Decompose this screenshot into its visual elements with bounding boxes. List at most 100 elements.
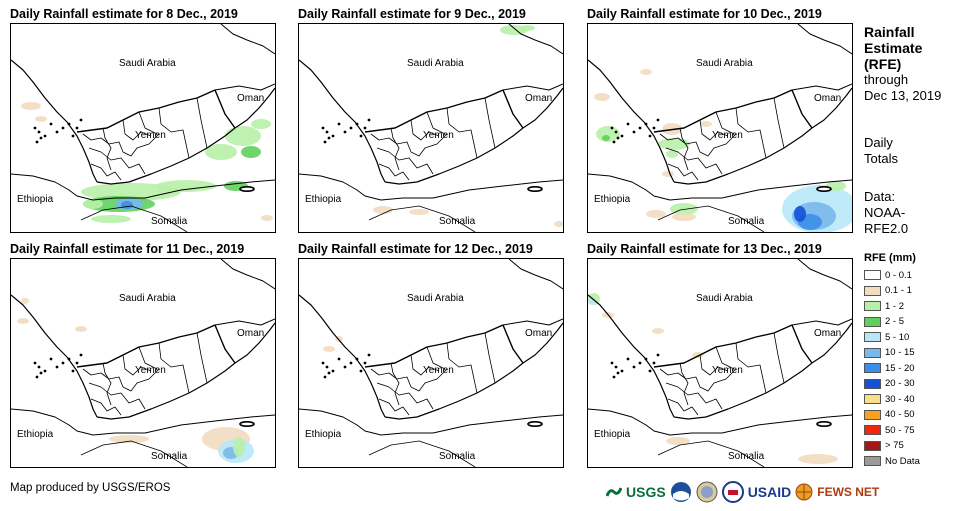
saudi-yemen-border xyxy=(653,324,793,368)
panel-title-dec-11: Daily Rainfall estimate for 11 Dec., 201… xyxy=(10,242,245,256)
yemen-governorate-boundary xyxy=(90,398,122,416)
legend-swatch xyxy=(864,332,881,342)
rainfall-layer xyxy=(373,25,563,227)
yemen-south-coastline xyxy=(96,362,236,420)
country-label-saudi: Saudi Arabia xyxy=(407,293,464,304)
yemen-governorate-boundary xyxy=(122,354,152,376)
rainfall-patch xyxy=(666,150,678,158)
gulf-coastline xyxy=(220,24,275,55)
country-label-oman: Oman xyxy=(525,328,552,339)
island-marker xyxy=(337,357,341,361)
island-marker xyxy=(652,126,656,130)
rainfall-patch xyxy=(323,346,335,352)
african-coastline xyxy=(11,173,275,201)
rainfall-patch xyxy=(700,121,712,127)
island-marker xyxy=(610,361,614,365)
island-marker xyxy=(61,361,65,365)
yemen-governorate-boundary xyxy=(667,398,699,416)
country-label-saudi: Saudi Arabia xyxy=(119,293,176,304)
yemen-governorate-boundary xyxy=(699,119,729,141)
map-credit: Map produced by USGS/EROS xyxy=(10,482,171,494)
rainfall-layer xyxy=(323,336,343,352)
island-marker xyxy=(61,126,65,130)
island-marker xyxy=(327,136,331,140)
island-marker xyxy=(321,126,325,130)
yemen-governorate-boundary xyxy=(390,362,400,406)
island-marker xyxy=(33,126,37,130)
island-marker xyxy=(79,118,83,122)
yemen-governorate-boundary xyxy=(665,147,723,175)
island-marker xyxy=(616,136,620,140)
island-marker xyxy=(616,371,620,375)
oman-coastline xyxy=(234,87,275,129)
island-marker xyxy=(652,361,656,365)
yemen-governorate-boundary xyxy=(370,368,448,392)
ethiopia-somalia-border xyxy=(80,205,188,232)
saudi-yemen-border xyxy=(76,89,216,133)
ethiopia-somalia-border xyxy=(657,440,765,467)
yemen-oman-border xyxy=(791,89,813,129)
legend-swatch xyxy=(864,347,881,358)
yemen-governorate-boundary xyxy=(484,97,496,149)
african-coastline xyxy=(588,408,852,436)
island-marker xyxy=(67,357,71,361)
island-marker xyxy=(321,361,325,365)
fews-net-logo: FEWS NET xyxy=(817,485,880,499)
noaa-logo-icon xyxy=(670,482,691,502)
legend-totals: Totals xyxy=(864,151,898,166)
ethiopia-somalia-border xyxy=(368,205,476,232)
island-marker xyxy=(37,130,41,134)
socotra-island xyxy=(816,421,832,428)
arabian-west-coastline xyxy=(588,294,675,418)
yemen-south-coastline xyxy=(673,362,813,420)
legend-title-line-2: Estimate xyxy=(864,40,923,56)
yemen-south-coastline xyxy=(384,362,524,420)
legend-period: Daily Totals xyxy=(864,135,898,167)
island-marker xyxy=(39,136,43,140)
yemen-governorate-boundary xyxy=(679,362,689,406)
legend-label: 20 - 30 xyxy=(885,378,915,389)
legend-item: 20 - 30 xyxy=(864,377,915,391)
yemen-governorate-boundary xyxy=(158,107,190,159)
saudi-oman-border xyxy=(791,83,852,91)
oman-coastline xyxy=(811,87,852,129)
yemen-governorate-boundary xyxy=(410,119,440,141)
island-marker xyxy=(612,375,616,379)
island-marker xyxy=(626,357,630,361)
arabian-west-coastline xyxy=(11,59,98,183)
island-marker xyxy=(55,130,59,134)
yemen-governorate-boundary xyxy=(378,398,410,416)
yemen-governorate-boundary xyxy=(390,127,400,171)
yemen-governorate-boundary xyxy=(446,342,478,394)
island-marker xyxy=(620,369,624,373)
fews-globe-icon xyxy=(795,483,813,501)
rainfall-patch xyxy=(692,352,704,358)
rainfall-patch xyxy=(602,135,610,141)
island-marker xyxy=(71,134,75,138)
rainfall-patch xyxy=(646,210,666,218)
yemen-governorate-boundary xyxy=(376,382,434,410)
country-label-oman: Oman xyxy=(237,328,264,339)
yemen-governorate-boundary xyxy=(370,133,448,157)
legend-label: 30 - 40 xyxy=(885,393,915,405)
island-marker xyxy=(49,122,53,126)
panel-title-dec-12: Daily Rainfall estimate for 12 Dec., 201… xyxy=(298,242,533,256)
island-marker xyxy=(363,126,367,130)
yemen-governorate-boundary xyxy=(679,127,689,171)
ethiopia-somalia-border xyxy=(80,440,188,467)
island-marker xyxy=(626,122,630,126)
socotra-island xyxy=(239,186,255,193)
island-marker xyxy=(33,361,37,365)
country-label-somalia: Somalia xyxy=(728,216,765,227)
island-marker xyxy=(367,118,371,122)
legend-label: > 75 xyxy=(885,440,904,451)
rainfall-patch xyxy=(261,215,273,221)
island-marker xyxy=(331,369,335,373)
island-marker xyxy=(331,134,335,138)
yemen-oman-border xyxy=(214,324,236,364)
yemen-governorate-boundary xyxy=(102,362,112,406)
legend-label: 50 - 75 xyxy=(885,424,915,436)
legend-item: 30 - 40 xyxy=(864,392,915,406)
african-coastline xyxy=(299,173,563,201)
island-marker xyxy=(343,365,347,369)
